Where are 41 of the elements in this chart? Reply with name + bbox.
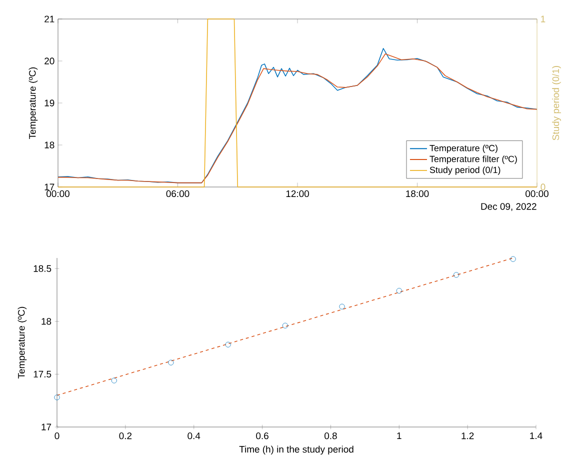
y2-tick-label: 0 [540,184,546,190]
y-tick-label: 19 [44,100,54,106]
legend-label: Temperature filter (ºC) [430,156,517,164]
y-tick-label: 17 [42,424,52,430]
y-tick-label: 18 [42,318,52,325]
x-tick-label: 0 [54,432,60,440]
point [168,360,174,366]
x-tick-label: 18:00 [406,190,429,198]
x-axis-title: Time (h) in the study period [239,446,354,455]
x-tick-label: 00:00 [526,190,548,198]
x-tick-label: 0.8 [324,432,337,440]
y-tick-label: 20 [44,58,54,64]
y-axis-title: Temperature (ºC) [18,306,27,378]
x-tick-label: 12:00 [286,190,309,198]
point [225,342,231,348]
point [453,272,460,278]
point [510,256,516,262]
legend-label: Study period (0/1) [430,166,500,175]
x-tick-label: 0.4 [188,432,200,440]
y2-tick-label: 1 [541,16,546,22]
point [339,304,345,310]
point [54,394,60,400]
y-tick-label: 18 [44,142,54,148]
y2-axis-title: Study period (0/1) [552,66,561,140]
text: Dec 09, 2022 [481,203,536,211]
y-tick-label: 17 [44,184,54,190]
point [111,378,117,384]
point [282,322,288,328]
y-tick-label: 21 [44,16,54,22]
x-tick-label: 0.6 [256,432,268,440]
x-tick-label: 1.4 [530,432,542,439]
x-tick-label: 0.2 [119,432,132,440]
x-tick-label: 06:00 [166,190,190,198]
x-tick-label: 1 [397,432,402,439]
x-tick-label: 1.2 [462,432,474,440]
x-tick-label: 00:00 [46,190,70,198]
legend-label: Temperature (ºC) [430,144,498,154]
point [396,288,402,294]
y-tick-label: 18.5 [34,265,52,272]
y-tick-label: 17.5 [34,370,52,378]
y-axis-title: Temperature (ºC) [28,67,38,139]
